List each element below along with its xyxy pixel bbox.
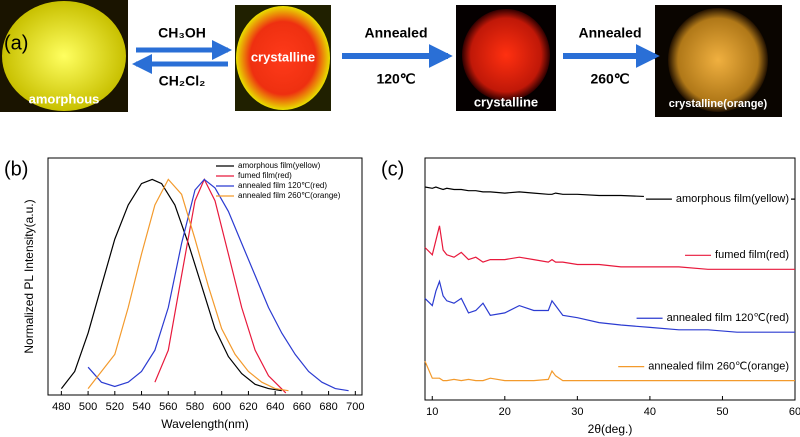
x-tick-label: 40 — [644, 406, 656, 418]
series-line — [87, 178, 289, 392]
series-line — [154, 177, 287, 394]
plot-frame — [47, 157, 363, 396]
x-tick-label: 30 — [571, 406, 583, 418]
x-tick-label: 50 — [716, 406, 728, 418]
series-line — [424, 279, 795, 333]
photo-sample — [462, 9, 550, 101]
x-tick-label: 700 — [346, 401, 364, 413]
photo-sample — [2, 1, 126, 111]
step-label: 260℃ — [590, 71, 629, 87]
y-axis-label: Normalized PL Intensity(a.u.) — [22, 199, 36, 353]
panel-label: (a) — [4, 32, 28, 54]
x-tick-label: 10 — [426, 406, 438, 418]
plot-frame — [424, 157, 796, 401]
step-label: Annealed — [364, 25, 427, 41]
legend-label: annealed film 260℃(orange) — [648, 361, 789, 373]
x-tick-label: 580 — [186, 401, 204, 413]
legend-label: amorphous film(yellow) — [676, 193, 789, 205]
panel-label: (b) — [4, 158, 28, 180]
x-tick-label: 680 — [319, 401, 337, 413]
x-tick-label: 560 — [159, 401, 177, 413]
step-label: CH₂Cl₂ — [159, 73, 206, 89]
series-line — [87, 178, 349, 392]
x-tick-label: 60 — [789, 406, 800, 418]
legend-label: annealed film 120℃(red) — [667, 312, 789, 324]
legend-label: annealed film 260℃(orange) — [238, 191, 341, 200]
x-axis-label: Wavelength(nm) — [161, 417, 249, 431]
series-line — [424, 361, 795, 382]
legend-bg — [616, 359, 791, 374]
x-tick-label: 640 — [266, 401, 284, 413]
step-label: CH₃OH — [158, 25, 206, 41]
x-tick-label: 480 — [52, 401, 70, 413]
photo-sample — [668, 8, 768, 112]
photo-label: crystalline — [251, 49, 315, 64]
x-tick-label: 600 — [213, 401, 231, 413]
series-line — [424, 225, 795, 270]
legend-bg — [634, 311, 791, 326]
legend-label: fumed film(red) — [238, 171, 292, 180]
photo-sample — [236, 6, 330, 110]
x-tick-label: 540 — [132, 401, 150, 413]
panel-label: (c) — [381, 158, 404, 180]
legend-label: annealed film 120℃(red) — [238, 181, 327, 190]
step-label: 120℃ — [376, 71, 415, 87]
legend-label: fumed film(red) — [715, 249, 789, 261]
x-tick-label: 520 — [106, 401, 124, 413]
x-tick-label: 620 — [239, 401, 257, 413]
x-tick-label: 500 — [79, 401, 97, 413]
legend-label: amorphous film(yellow) — [238, 161, 321, 170]
step-label: Annealed — [578, 25, 641, 41]
series-line — [60, 178, 282, 392]
x-axis-label: 2θ(deg.) — [588, 422, 633, 436]
legend-bg — [683, 248, 791, 263]
photo-label: amorphous — [29, 91, 100, 106]
photo-label: crystalline — [474, 94, 538, 109]
legend-bg — [643, 192, 791, 207]
photo-label: crystalline(orange) — [669, 98, 768, 110]
x-tick-label: 660 — [293, 401, 311, 413]
x-tick-label: 20 — [499, 406, 511, 418]
